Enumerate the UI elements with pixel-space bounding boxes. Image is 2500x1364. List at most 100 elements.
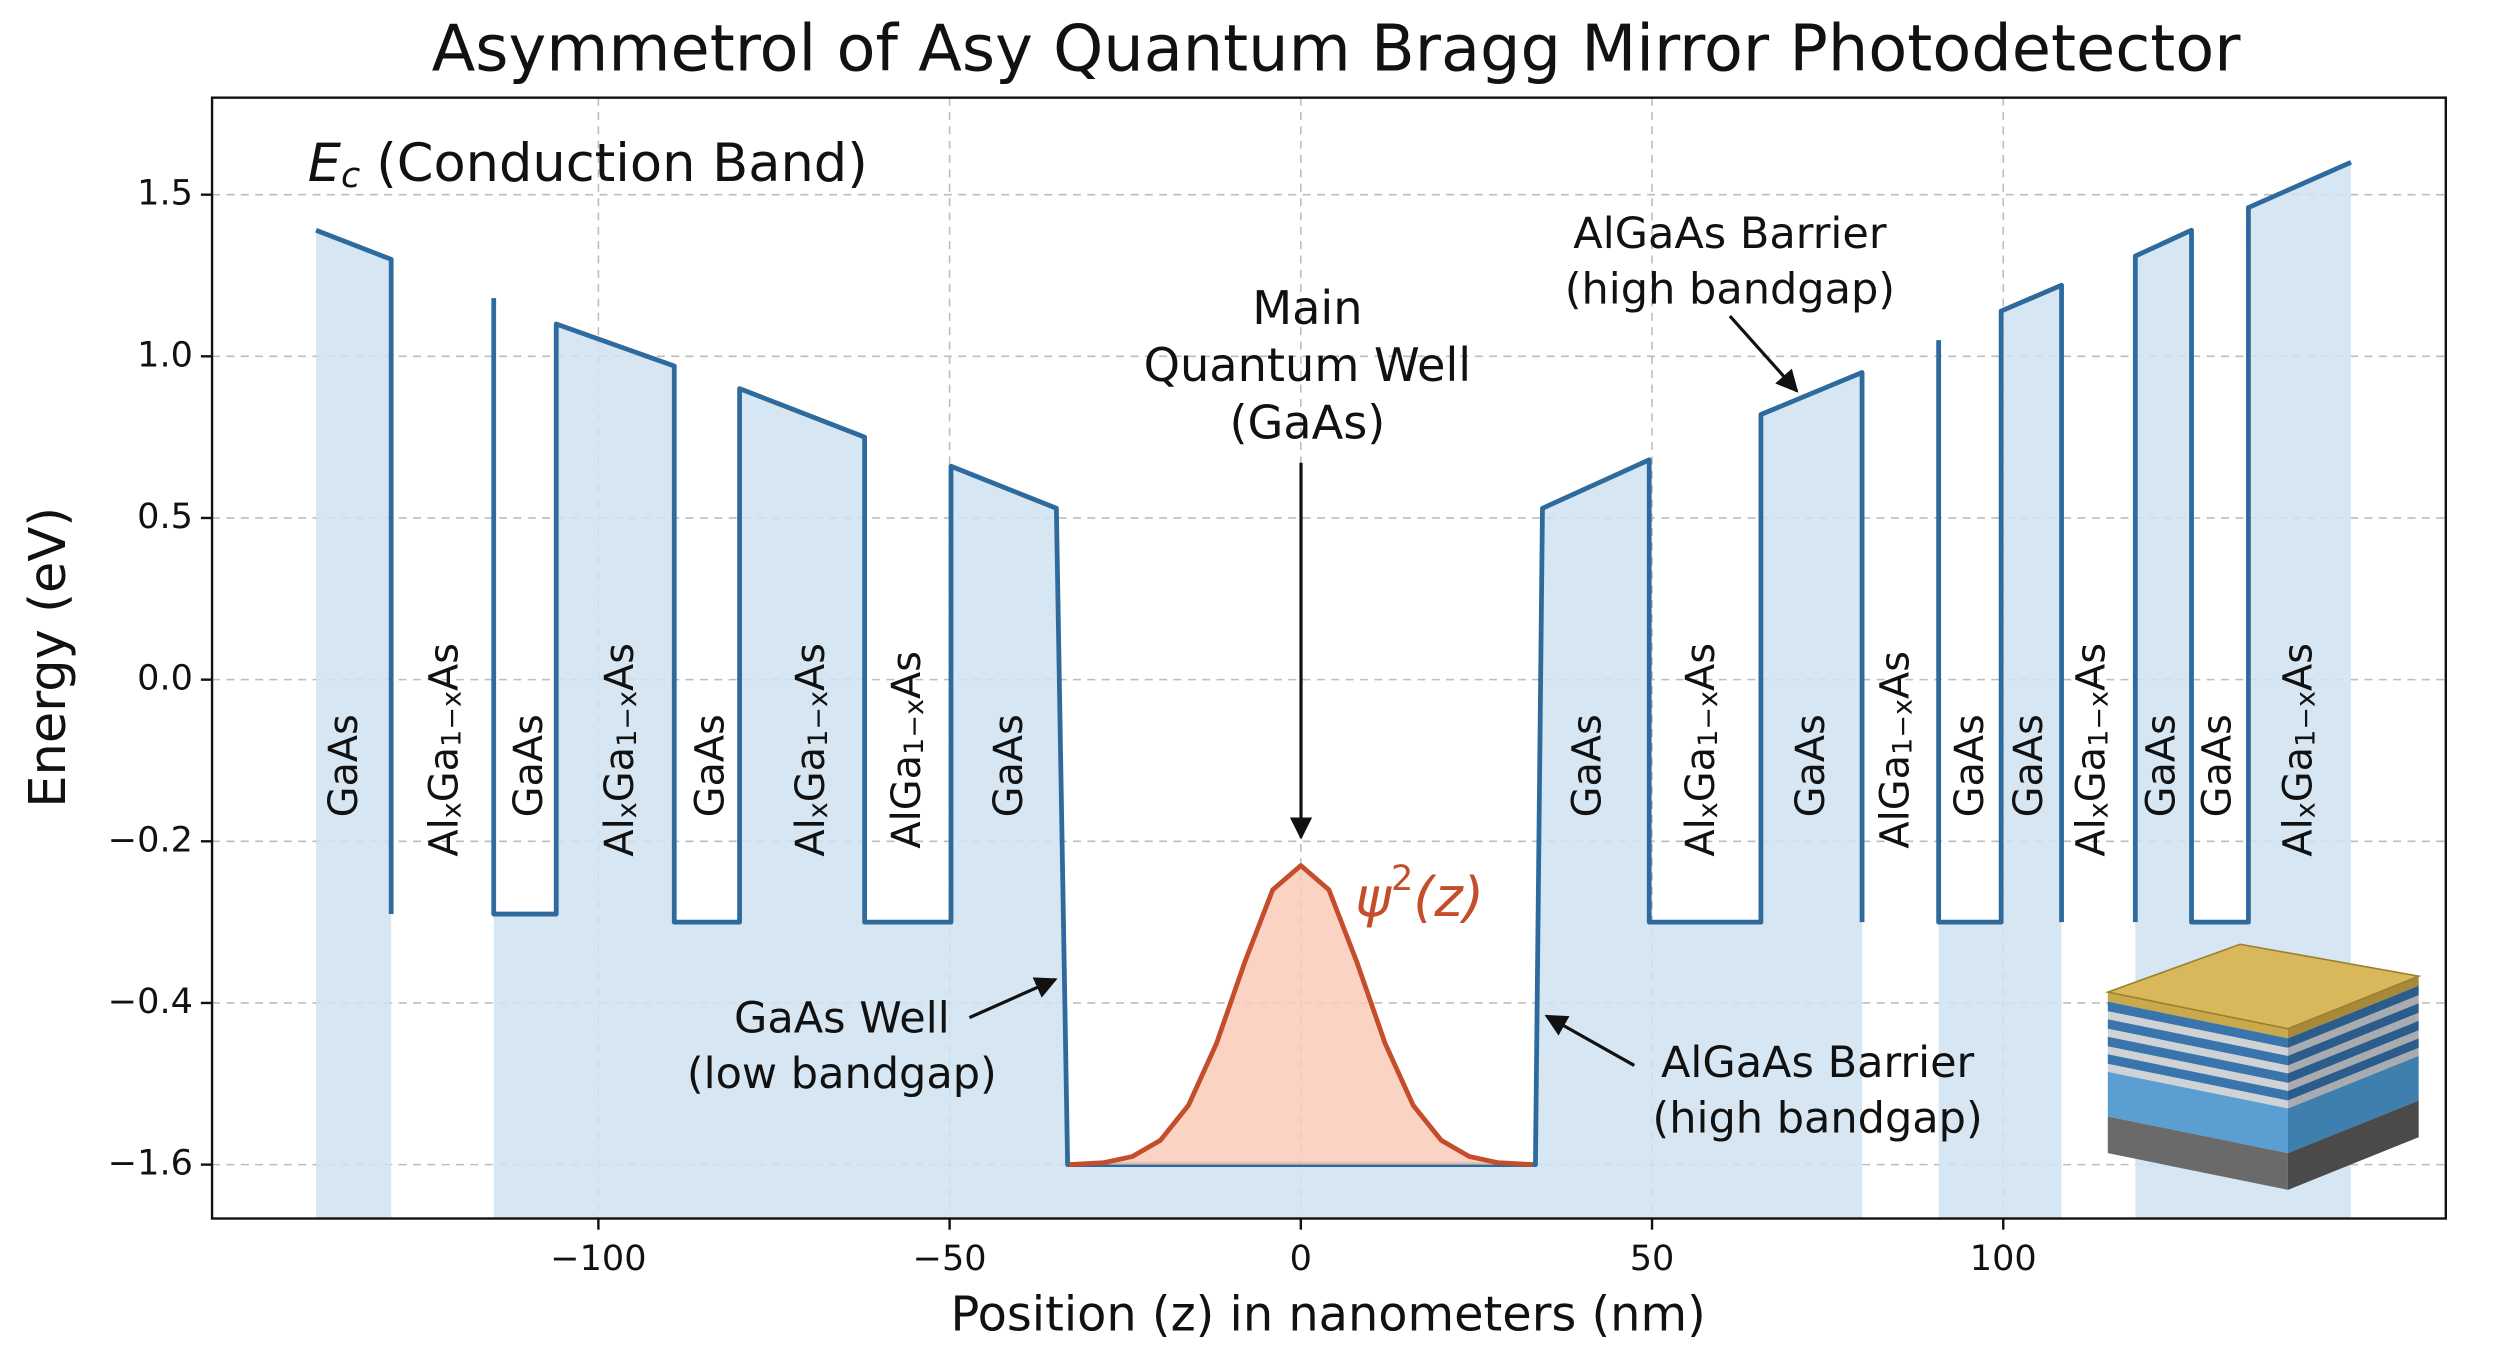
icon-layer [2287, 976, 2419, 1039]
layer-label-part: x [2291, 802, 2322, 818]
layer-label-part: 1−x [1888, 699, 1919, 755]
layer-label-part: x [803, 802, 834, 818]
layer-label-part: Al [596, 818, 642, 856]
layer-label-part: GaAs [1564, 714, 1610, 817]
layer-label-part: GaAs [687, 714, 733, 817]
layer-label: AlxGa1−xAs [421, 643, 468, 857]
icon-layer [2287, 1055, 2419, 1154]
layer-label: GaAs [320, 714, 366, 817]
icon-layer [2287, 985, 2419, 1048]
layer-label-part: Ga [1677, 747, 1723, 802]
layer-label-part: Ga [2068, 747, 2114, 802]
annotation: Main [1252, 281, 1362, 335]
layer-label-part: As [421, 643, 467, 691]
psi-symbol: ψ [1355, 866, 1392, 929]
layer-label: GaAs [687, 714, 733, 817]
icon-layer [2107, 992, 2288, 1039]
x-tick-label: 100 [1970, 1238, 2037, 1279]
layer-label: AlxGa1−xAs [596, 643, 643, 857]
layer-label-part: Al [421, 818, 467, 856]
icon-layer [2107, 1116, 2288, 1190]
layer-label-part: As [596, 643, 642, 691]
band-label-symbol: E [308, 133, 342, 194]
layer-label-part: 1−x [2291, 691, 2322, 747]
x-tick-label: −100 [550, 1238, 646, 1279]
icon-top [2104, 943, 2422, 1030]
layer-label: GaAs [2194, 714, 2240, 817]
psi-label: ψ2(z) [1355, 858, 1484, 929]
layer-label-part: x [437, 802, 468, 818]
annotation: Quantum Well [1144, 338, 1472, 392]
layer-label: AlGa1−xAs [883, 651, 930, 849]
layer-label: AlxGa1−xAs [2275, 643, 2322, 857]
x-axis-label: Position (z) in nanometers (nm) [950, 1287, 1705, 1342]
band-label-text: (Conduction Band) [376, 133, 868, 194]
layer-label-part: Ga [2275, 747, 2321, 802]
y-tick-label: 1.5 [137, 173, 193, 214]
annotation: AlGaAs Barrier [1573, 209, 1887, 259]
band-label-subscript: c [341, 155, 360, 196]
device-icon [2104, 943, 2422, 1190]
chart-title: Asymmetrol of Asy Quantum Bragg Mirror P… [432, 13, 2242, 87]
layer-label-part: AlGa [883, 755, 929, 849]
icon-layer [2287, 1020, 2419, 1083]
layer-label: GaAs [985, 714, 1031, 817]
y-tick-label: 0.5 [137, 496, 193, 537]
layer-label-part: As [1872, 651, 1918, 699]
y-axis-label: Energy (eV) [19, 507, 78, 808]
icon-layer [2107, 1019, 2288, 1066]
layer-label-part: Al [1677, 818, 1723, 856]
layer-label-part: Al [2275, 818, 2321, 856]
annotation-arrow [1544, 1014, 1636, 1067]
annotation: GaAs Well [734, 993, 950, 1043]
icon-layer [2287, 1030, 2419, 1091]
annotation: AlGaAs Barrier [1661, 1038, 1975, 1088]
series-line [1068, 863, 1533, 1168]
layer-label-part: GaAs [985, 714, 1031, 817]
icon-layer [2107, 1036, 2288, 1083]
psi-superscript: 2 [1391, 858, 1413, 899]
x-tick-label: 50 [1630, 1238, 1675, 1279]
layer-label-part: x [2084, 802, 2115, 818]
layer-label-part: 1−x [2084, 691, 2115, 747]
icon-layer [2107, 1071, 2288, 1154]
layer-label-part: 1−x [437, 691, 468, 747]
layer-label-part: GaAs [2006, 714, 2052, 817]
layer-label-part: As [788, 643, 834, 691]
layer-label-part: AlGa [1872, 755, 1918, 849]
icon-layer [2107, 1028, 2288, 1074]
annotation: (high bandgap) [1652, 1094, 1982, 1144]
y-tick-label: 0.0 [137, 658, 193, 699]
icon-layer [2107, 1046, 2288, 1091]
icon-layer [2107, 1063, 2288, 1109]
layer-label: GaAs [505, 714, 551, 817]
layer-label-part: x [612, 802, 643, 818]
icon-layer [2287, 1100, 2419, 1190]
layer-label-part: Al [788, 818, 834, 856]
annotation: (GaAs) [1229, 396, 1385, 450]
layer-label: AlxGa1−xAs [2068, 643, 2115, 857]
layer-label: GaAs [1787, 714, 1833, 817]
layer-label: GaAs [2006, 714, 2052, 817]
layer-label-part: GaAs [2138, 714, 2184, 817]
icon-layer [2287, 1003, 2419, 1066]
layer-label-part: Ga [788, 747, 834, 802]
icon-layer [2287, 1038, 2419, 1101]
layer-label: GaAs [1564, 714, 1610, 817]
x-tick-label: −50 [913, 1238, 987, 1279]
layer-label-part: 1−x [899, 699, 930, 755]
plot-area [212, 97, 2446, 1219]
layer-label-part: GaAs [2194, 714, 2240, 817]
annotation: (high bandgap) [1565, 265, 1895, 315]
layer-label-part: Al [2068, 818, 2114, 856]
layer-label-part: GaAs [1947, 714, 1993, 817]
layer-label-part: 1−x [612, 691, 643, 747]
layer-label: AlxGa1−xAs [788, 643, 835, 857]
y-tick-label: −1.6 [108, 1143, 193, 1184]
annotation: (low bandgap) [687, 1049, 997, 1099]
layer-label-part: GaAs [1787, 714, 1833, 817]
layer-label-part: Ga [421, 747, 467, 802]
y-tick-label: −0.4 [108, 981, 193, 1022]
